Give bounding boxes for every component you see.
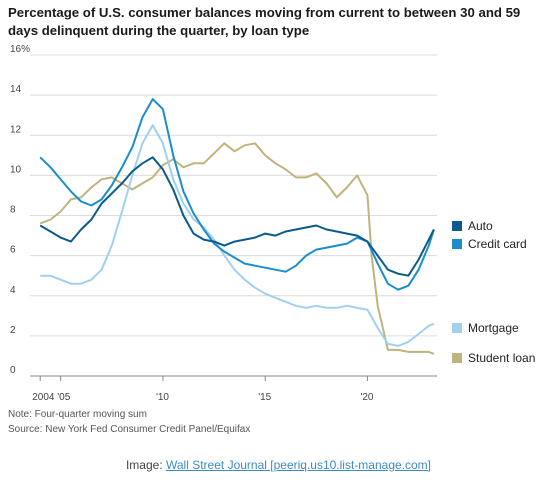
legend-swatch-credit-card — [452, 239, 462, 249]
y-tick-label-0: 0 — [10, 365, 16, 376]
series-line-student-loan — [39, 142, 435, 355]
y-tick-label-12: 12 — [10, 124, 22, 135]
legend: Auto Credit card Mortgage Student loan — [452, 219, 535, 365]
chart-title: Percentage of U.S. consumer balances mov… — [8, 5, 521, 38]
y-tick-label-10: 10 — [10, 164, 22, 175]
y-tick-label-14: 14 — [10, 84, 22, 95]
image-credit: Image: Wall Street Journal [peeriq.us10.… — [0, 458, 557, 472]
x-tick-label: '20 — [360, 392, 373, 403]
y-tick-label-2: 2 — [10, 325, 16, 336]
y-tick-label-6: 6 — [10, 245, 16, 256]
x-tick-label: '15 — [258, 392, 271, 403]
image-credit-link[interactable]: Wall Street Journal [peeriq.us10.list-ma… — [166, 458, 432, 472]
y-tick-label-4: 4 — [10, 285, 16, 296]
chart-note: Note: Four-quarter moving sum — [8, 409, 147, 420]
legend-label-student-loan: Student loan — [468, 351, 535, 365]
legend-swatch-student-loan — [452, 353, 462, 363]
legend-label-credit-card: Credit card — [468, 237, 527, 251]
chart-source: Source: New York Fed Consumer Credit Pan… — [8, 424, 251, 435]
x-axis: 2004 '05 '10 '15 '20 — [32, 376, 374, 403]
legend-label-auto: Auto — [468, 219, 493, 233]
legend-swatch-auto — [452, 221, 462, 231]
x-tick-label: 2004 '05 — [32, 392, 70, 403]
series-line-mortgage — [40, 124, 435, 347]
y-tick-label-16: 16% — [10, 44, 30, 55]
series-line-credit-card — [39, 98, 435, 291]
legend-swatch-mortgage — [452, 323, 462, 333]
y-axis-ticks: 0 2 4 6 8 10 12 14 16% — [10, 44, 30, 376]
grid-lines — [30, 54, 437, 377]
image-credit-prefix: Image: — [125, 458, 166, 472]
series-line-auto — [39, 156, 435, 277]
series-lines — [39, 98, 435, 355]
x-tick-label: '10 — [156, 392, 169, 403]
legend-label-mortgage: Mortgage — [468, 321, 519, 335]
y-tick-label-8: 8 — [10, 205, 16, 216]
